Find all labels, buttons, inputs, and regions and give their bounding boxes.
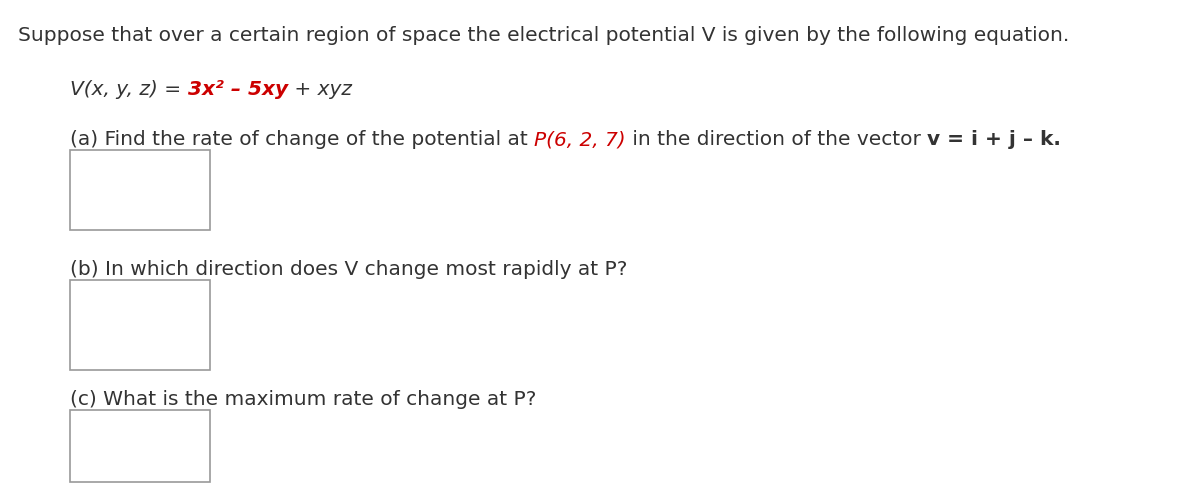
Text: (c) What is the maximum rate of change at P?: (c) What is the maximum rate of change a… [70,390,536,409]
Bar [70,150,210,230]
Text: (b) In which direction does V change most rapidly at P?: (b) In which direction does V change mos… [70,260,628,279]
Text: Suppose that over a certain region of space the electrical potential V is given : Suppose that over a certain region of sp… [18,26,1069,45]
Text: in the direction of the vector: in the direction of the vector [625,130,928,149]
Bar [70,280,210,370]
Text: v = i + j – k.: v = i + j – k. [928,130,1061,149]
Text: (a) Find the rate of change of the potential at: (a) Find the rate of change of the poten… [70,130,534,149]
Text: + xyz: + xyz [288,80,352,99]
Bar [70,410,210,482]
Text: P(6, 2, 7): P(6, 2, 7) [534,130,625,149]
Text: 3x² – 5xy: 3x² – 5xy [187,80,288,99]
Text: V(x, y, z) =: V(x, y, z) = [70,80,187,99]
